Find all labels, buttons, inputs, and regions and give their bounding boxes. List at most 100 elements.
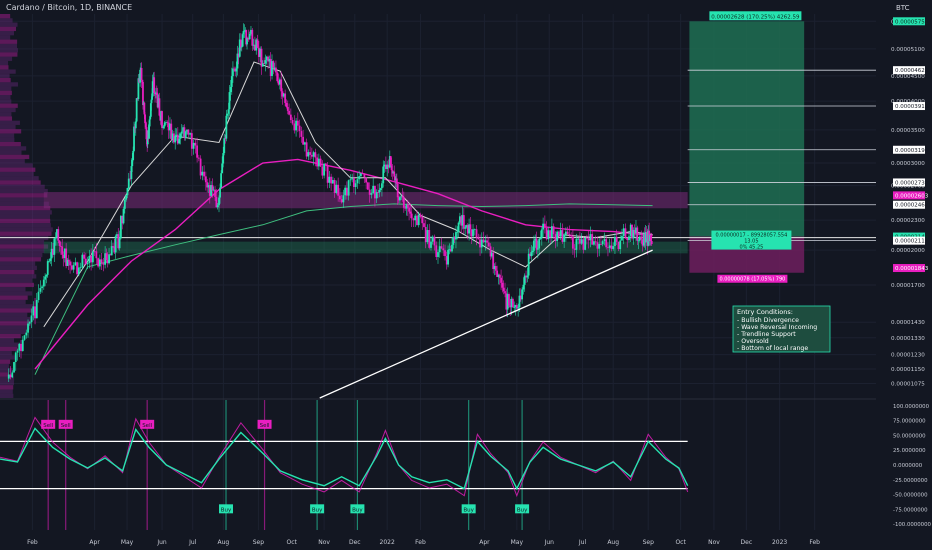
candle-body — [532, 251, 534, 252]
candle-body — [135, 121, 137, 128]
signal-label: Sell — [41, 420, 55, 429]
candle-body — [284, 94, 286, 103]
candle-body — [108, 254, 110, 263]
candle-body — [435, 245, 437, 257]
price-tick-label: 0.00001700 — [891, 283, 925, 289]
time-tick-label: Apr — [479, 539, 490, 546]
candle-body — [328, 177, 330, 183]
candle-body — [508, 294, 510, 305]
volume-profile-bar — [0, 364, 9, 368]
candle-body — [346, 188, 348, 196]
volume-profile-bar — [0, 31, 14, 35]
candle-body — [276, 72, 278, 81]
candle-body — [397, 184, 399, 197]
volume-profile-bar — [0, 291, 32, 295]
candle-body — [293, 124, 295, 131]
price-level-text: 0.00001843 — [895, 266, 929, 272]
candle-body — [144, 114, 146, 123]
candle-body — [44, 277, 46, 280]
volume-profile-bar — [0, 334, 21, 338]
candle-body — [307, 152, 309, 156]
oscillator-tick-label: 25.0000000 — [893, 448, 926, 454]
candle-body — [408, 208, 410, 212]
candle-body — [136, 98, 138, 121]
candle-body — [584, 238, 586, 250]
time-tick-label: Feb — [27, 539, 38, 546]
candle-body — [217, 205, 219, 207]
candle-body — [115, 236, 117, 252]
candle-body — [402, 196, 404, 197]
candle-body — [583, 239, 585, 250]
candle-body — [577, 239, 579, 240]
price-level-label: 0.00003910 — [893, 102, 929, 110]
candle-body — [382, 167, 384, 184]
candle-body — [78, 267, 80, 274]
candle-body — [447, 250, 449, 265]
candle-body — [162, 126, 164, 128]
position-stop-label: 0.00000078 (17.05%) 790 — [717, 275, 787, 283]
candle-body — [299, 126, 301, 131]
candle-body — [161, 111, 163, 128]
volume-profile-bar — [0, 266, 37, 270]
volume-profile-bar — [0, 372, 8, 376]
candle-body — [371, 193, 373, 195]
candle-body — [521, 289, 523, 299]
volume-profile-bar — [0, 240, 44, 244]
candle-body — [369, 190, 371, 195]
candle-body — [18, 344, 20, 351]
signal-label: Sell — [140, 420, 154, 429]
candle-body — [362, 173, 364, 174]
candle-body — [530, 252, 532, 256]
volume-profile-bar — [0, 296, 28, 300]
volume-profile-bar — [0, 321, 31, 325]
signal-label-text: Buy — [221, 507, 232, 513]
candle-body — [484, 240, 486, 242]
price-level-label: 0.00005751 — [893, 17, 928, 25]
volume-profile-bar — [0, 210, 52, 214]
candle-body — [325, 164, 327, 165]
candle-body — [92, 251, 94, 262]
oscillator-tick-label: -25.0000000 — [893, 478, 928, 484]
candle-body — [141, 68, 143, 80]
candle-body — [87, 263, 89, 264]
candle-body — [212, 185, 214, 190]
signal-bar — [48, 400, 49, 530]
entry-conditions-note[interactable]: Entry Conditions:- Bullish Divergence- W… — [733, 306, 830, 352]
price-level-text: 0.00002739 — [895, 180, 929, 186]
candle-body — [101, 259, 103, 263]
candle-body — [229, 92, 231, 109]
signal-bar — [264, 400, 265, 530]
time-axis-bg — [0, 530, 932, 550]
candle-body — [222, 153, 224, 163]
volume-profile-bar — [0, 87, 11, 91]
candle-body — [374, 186, 376, 199]
candle-body — [314, 152, 316, 157]
signal-label-text: Sell — [142, 423, 152, 429]
candle-body — [472, 229, 474, 236]
candle-body — [106, 253, 108, 260]
time-tick-label: Feb — [809, 539, 820, 546]
profit-zone[interactable] — [689, 21, 804, 236]
volume-profile-bar — [0, 381, 14, 385]
candle-body — [488, 243, 490, 247]
candle-body — [499, 275, 501, 278]
volume-profile-bar — [0, 197, 44, 201]
candle-body — [470, 224, 472, 229]
candle-body — [638, 240, 640, 241]
candle-body — [73, 265, 75, 270]
candle-body — [358, 176, 360, 179]
volume-profile-bar — [0, 351, 12, 355]
position-target-label: 0.00002628 (170.25%) 4262.59 — [709, 11, 801, 20]
time-tick-label: Aug — [607, 539, 619, 546]
candle-body — [94, 251, 96, 252]
price-tick-label: 0.00001075 — [891, 382, 925, 388]
candle-body — [47, 261, 49, 275]
stop-label-text: 0.00000078 (17.05%) 790 — [719, 277, 785, 283]
candle-body — [619, 240, 621, 249]
candle-body — [439, 246, 441, 252]
candle-body — [588, 238, 590, 240]
price-level-label: 0.00002603 — [893, 191, 929, 199]
candle-body — [413, 218, 415, 220]
